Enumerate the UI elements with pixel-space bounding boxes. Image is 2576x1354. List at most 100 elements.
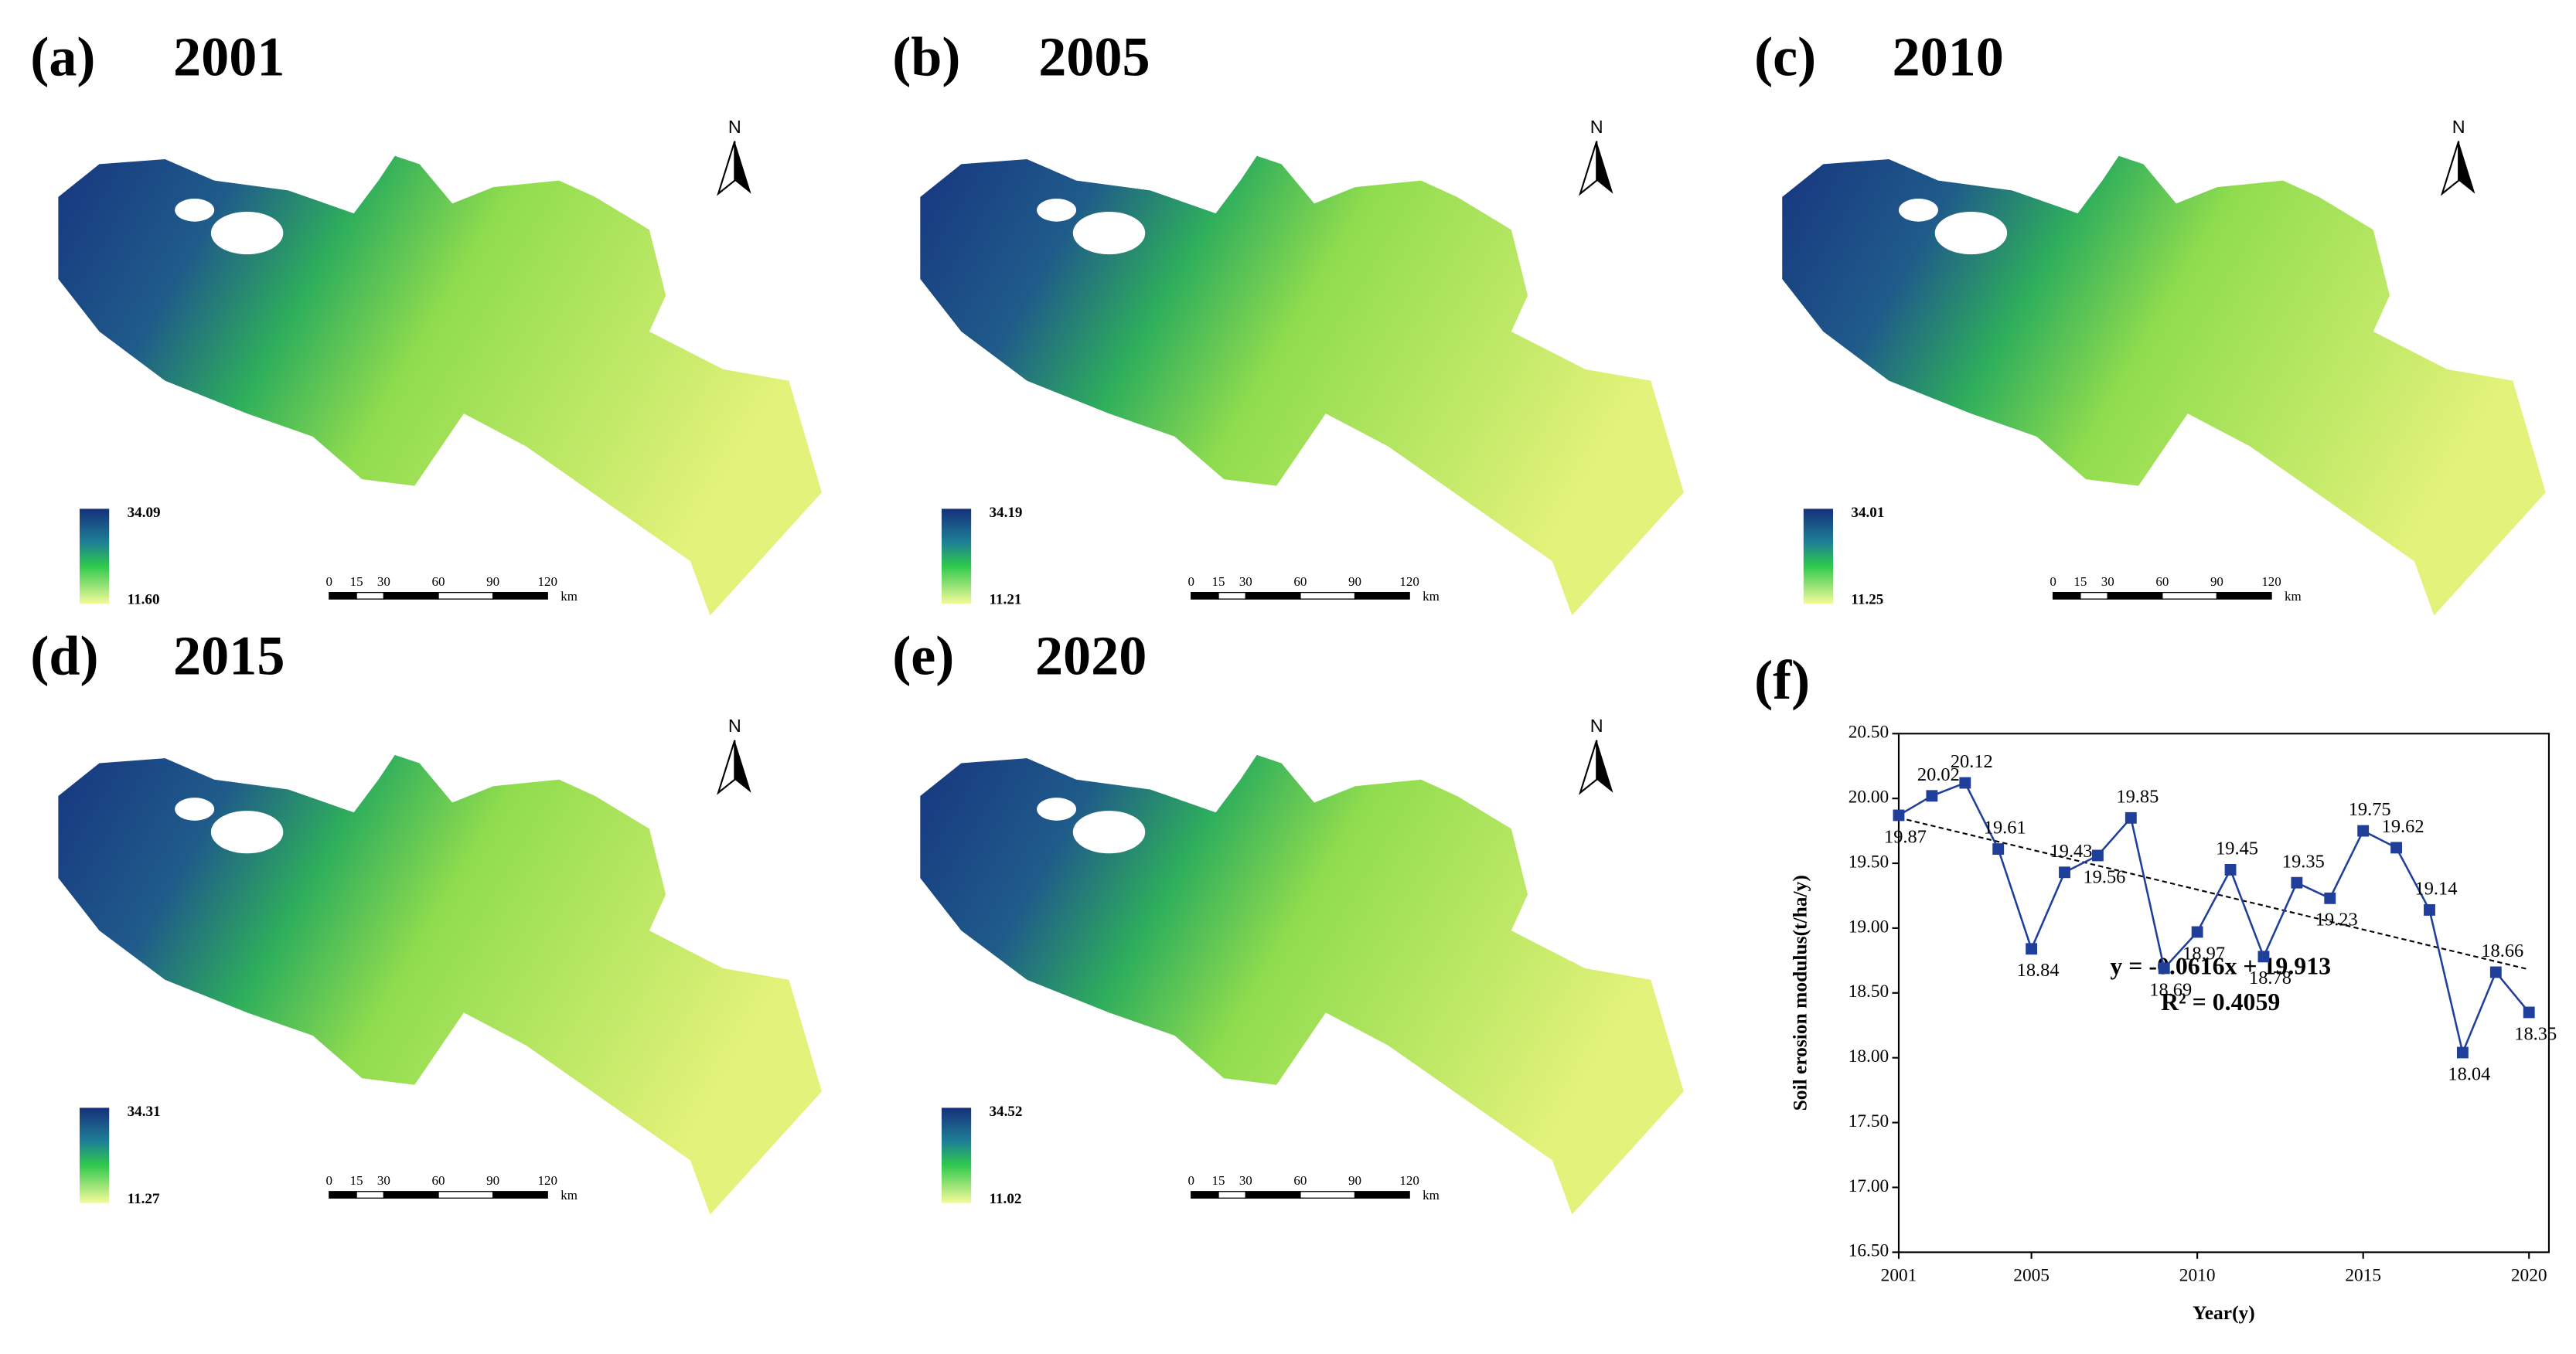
scale-tick-label: 60	[432, 1173, 445, 1188]
legend-min: 11.21	[989, 592, 1021, 608]
scale-tick-label: 0	[326, 574, 332, 589]
data-label: 18.04	[2448, 1063, 2490, 1084]
map-region	[58, 754, 822, 1215]
legend-max: 34.19	[989, 505, 1022, 521]
map-region	[1782, 155, 2546, 616]
data-point	[2125, 811, 2137, 824]
map-lake	[1037, 198, 1077, 222]
legend-bar	[80, 509, 110, 604]
scale-segment	[438, 591, 494, 600]
scale-segment	[1218, 1191, 1246, 1199]
y-tick-label: 17.00	[1849, 1176, 1889, 1196]
map-lake	[1072, 811, 1146, 854]
data-label: 19.75	[2349, 799, 2391, 820]
legend-bar	[80, 1107, 110, 1203]
scale-tick-label: 90	[486, 1173, 499, 1188]
scale-tick-label: 0	[1187, 574, 1194, 589]
scale-segment	[492, 1191, 548, 1199]
data-point	[2357, 825, 2370, 837]
data-point	[1893, 809, 1905, 822]
data-label: 19.45	[2216, 839, 2258, 859]
data-point	[2158, 962, 2170, 975]
north-arrow	[1596, 141, 1613, 194]
map-lake	[175, 798, 215, 821]
legend-min: 11.25	[1851, 592, 1883, 608]
scale-tick-label: 30	[2101, 574, 2114, 589]
map-lake	[1037, 798, 1077, 821]
map-lake	[1934, 211, 2008, 255]
trend-equation: y = -0.0616x + 19.913	[2110, 952, 2331, 979]
data-label: 20.02	[1917, 764, 1960, 785]
data-point	[2489, 966, 2502, 978]
scale-unit: km	[1423, 589, 1440, 604]
north-label: N	[1590, 716, 1603, 736]
scale-segment	[438, 1191, 494, 1199]
data-point	[2456, 1046, 2469, 1059]
legend-bar	[1803, 509, 1834, 604]
scale-segment	[2216, 591, 2272, 600]
map-lake	[175, 198, 215, 222]
scale-segment	[492, 591, 548, 600]
data-point	[2224, 863, 2237, 876]
y-tick-label: 20.00	[1849, 788, 1889, 808]
map-panel: (d) 2015 N 34.31 11.27 0 15 30 60 90 120 km	[30, 624, 822, 1215]
map-panel: (a) 2001 N 34.09 11.60 0 15 30 60 90 120 km	[30, 26, 822, 616]
scale-tick-label: 30	[377, 574, 390, 589]
scale-tick-label: 120	[1399, 1173, 1419, 1188]
series-line	[1898, 781, 2530, 1056]
data-point	[2424, 903, 2435, 916]
scale-tick-label: 60	[432, 574, 445, 589]
x-tick-label: 2001	[1881, 1266, 1917, 1286]
scale-tick-label: 30	[1239, 1173, 1252, 1188]
legend-max: 34.09	[128, 505, 161, 521]
scale-tick-label: 0	[2050, 574, 2056, 589]
data-point	[2390, 842, 2403, 854]
scale-tick-label: 60	[1293, 1173, 1307, 1188]
panel-year: 2015	[173, 624, 285, 686]
scale-segment	[329, 591, 357, 600]
scale-tick-label: 120	[1399, 574, 1419, 589]
data-point	[1926, 790, 1938, 802]
data-label: 19.62	[2382, 816, 2424, 837]
north-arrow	[2440, 141, 2460, 196]
scale-segment	[1354, 591, 1410, 600]
scale-segment	[1191, 1191, 1219, 1199]
y-tick-label: 16.50	[1849, 1241, 1889, 1261]
north-arrow	[1578, 740, 1598, 795]
data-label: 18.69	[2149, 979, 2192, 1000]
y-axis-title: Soil erosion modulus(t/ha/y)	[1789, 875, 1811, 1111]
data-label: 18.35	[2514, 1023, 2557, 1044]
data-label: 20.12	[1951, 751, 1993, 772]
scale-tick-label: 90	[1348, 1173, 1361, 1188]
map-lake	[1072, 211, 1146, 255]
legend-max: 34.01	[1851, 505, 1884, 521]
scale-tick-label: 90	[486, 574, 499, 589]
panel-label: (e)	[892, 624, 954, 686]
scale-tick-label: 120	[538, 574, 557, 589]
data-point	[2026, 943, 2038, 955]
scale-tick-label: 120	[538, 1173, 557, 1188]
scale-tick-label: 30	[1239, 574, 1252, 589]
scale-tick-label: 15	[350, 574, 363, 589]
data-label: 18.97	[2182, 943, 2225, 964]
y-tick-label: 18.00	[1849, 1046, 1889, 1067]
scale-tick-label: 90	[2210, 574, 2223, 589]
y-tick-label: 18.50	[1849, 981, 1889, 1002]
scale-segment	[383, 1191, 439, 1199]
data-label: 19.87	[1884, 826, 1927, 847]
legend-min: 11.27	[128, 1191, 160, 1207]
data-label: 19.56	[2083, 866, 2125, 887]
panel-year: 2020	[1035, 624, 1147, 686]
scale-unit: km	[561, 589, 578, 604]
scale-segment	[1191, 591, 1219, 600]
data-label: 19.85	[2116, 786, 2159, 807]
scale-tick-label: 60	[2155, 574, 2169, 589]
data-label: 18.66	[2481, 941, 2523, 961]
scale-tick-label: 30	[377, 1173, 390, 1188]
panel-label: (d)	[30, 624, 98, 686]
data-point	[1992, 843, 2005, 856]
scale-tick-label: 15	[350, 1173, 363, 1188]
data-point	[2059, 866, 2070, 879]
scale-tick-label: 0	[326, 1173, 332, 1188]
scale-unit: km	[1423, 1188, 1440, 1203]
